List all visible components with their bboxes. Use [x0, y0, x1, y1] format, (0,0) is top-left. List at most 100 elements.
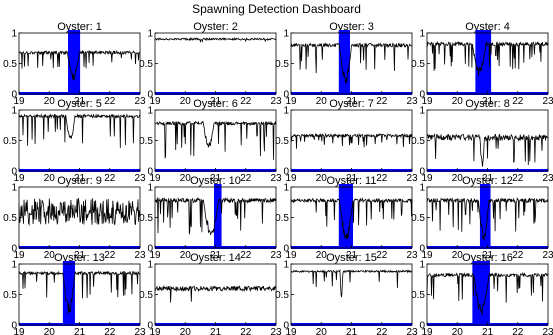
x-tick-label: 21: [346, 96, 358, 107]
series-line: [154, 36, 277, 43]
subplot-title: Oyster: 15: [326, 252, 377, 264]
y-tick-label: 0: [147, 321, 153, 332]
x-tick-label: 20: [180, 173, 192, 184]
x-tick-label: 20: [452, 250, 464, 261]
y-tick-label: 0: [11, 321, 17, 332]
y-tick-label: 0.5: [411, 290, 425, 301]
axes-frame: [154, 263, 277, 326]
x-tick-label: 21: [346, 250, 358, 261]
x-tick-label: 22: [240, 327, 252, 335]
x-tick-label: 22: [512, 173, 524, 184]
y-tick-label: 1: [283, 183, 289, 194]
x-tick-label: 21: [482, 327, 494, 335]
x-tick-label: 22: [376, 96, 388, 107]
x-tick-label: 22: [376, 250, 388, 261]
x-tick-label: 19: [421, 96, 433, 107]
x-tick-label: 20: [44, 173, 56, 184]
series-line: [154, 120, 277, 160]
axes-frame: [154, 109, 277, 172]
y-tick-label: 0.5: [3, 59, 17, 70]
subplot-title: Oyster: 12: [462, 175, 513, 187]
y-tick-label: 0.5: [275, 213, 289, 224]
series-line: [155, 285, 277, 303]
y-tick-label: 1: [419, 29, 425, 40]
y-tick-label: 1: [11, 106, 17, 117]
series-line: [290, 42, 413, 84]
x-tick-label: 19: [149, 173, 161, 184]
y-tick-label: 0: [147, 167, 153, 178]
y-tick-label: 1: [283, 260, 289, 271]
y-tick-label: 0.5: [139, 59, 153, 70]
x-tick-label: 22: [240, 250, 252, 261]
spawning-event-band: [213, 184, 222, 248]
subplot-2: Oyster: 2 0 0.5 1 19 20 21 22 23: [139, 21, 282, 107]
x-tick-label: 21: [74, 96, 86, 107]
subplot-title: Oyster: 7: [329, 98, 374, 110]
series-line: [18, 113, 140, 148]
x-tick-label: 22: [240, 173, 252, 184]
y-tick-label: 1: [147, 260, 153, 271]
x-tick-label: 23: [270, 173, 282, 184]
x-tick-label: 22: [104, 173, 116, 184]
series-line: [290, 132, 413, 149]
series-line: [18, 49, 141, 81]
y-tick-label: 0: [283, 167, 289, 178]
x-tick-label: 20: [452, 173, 464, 184]
y-tick-label: 0.5: [275, 59, 289, 70]
y-tick-label: 0.5: [139, 136, 153, 147]
x-tick-label: 19: [285, 96, 297, 107]
y-tick-label: 1: [147, 183, 153, 194]
y-tick-label: 0.5: [3, 290, 17, 301]
x-tick-label: 20: [452, 96, 464, 107]
y-tick-label: 1: [283, 106, 289, 117]
x-tick-label: 23: [406, 96, 418, 107]
y-tick-label: 1: [11, 260, 17, 271]
y-tick-label: 1: [11, 183, 17, 194]
x-tick-label: 20: [316, 173, 328, 184]
subplot-3: Oyster: 3 0 0.5 1 19 20 21 22 23: [275, 21, 418, 107]
x-tick-label: 23: [134, 173, 146, 184]
x-tick-label: 20: [44, 327, 56, 335]
x-tick-label: 20: [180, 327, 192, 335]
subplot-title: Oyster: 5: [57, 98, 102, 110]
y-tick-label: 0: [147, 244, 153, 255]
subplot-title: Oyster: 14: [190, 252, 241, 264]
y-tick-label: 0: [147, 90, 153, 101]
y-tick-label: 0: [419, 321, 425, 332]
spawning-event-band: [472, 261, 490, 325]
x-tick-label: 23: [542, 250, 553, 261]
y-tick-label: 1: [419, 183, 425, 194]
x-tick-label: 21: [346, 327, 358, 335]
series-line: [426, 271, 549, 315]
x-tick-label: 20: [44, 250, 56, 261]
x-tick-label: 19: [13, 250, 25, 261]
x-tick-label: 22: [376, 327, 388, 335]
x-tick-label: 23: [270, 96, 282, 107]
x-tick-label: 19: [13, 96, 25, 107]
x-tick-label: 19: [149, 250, 161, 261]
spawning-event-band: [338, 30, 350, 94]
y-tick-label: 0.5: [139, 290, 153, 301]
x-tick-label: 21: [210, 250, 222, 261]
x-tick-label: 19: [421, 173, 433, 184]
x-tick-label: 23: [406, 173, 418, 184]
subplot-title: Oyster: 6: [193, 98, 238, 110]
y-tick-label: 1: [419, 106, 425, 117]
x-tick-label: 19: [285, 173, 297, 184]
x-tick-label: 20: [180, 250, 192, 261]
x-tick-label: 20: [452, 327, 464, 335]
x-tick-label: 21: [74, 250, 86, 261]
spawning-event-band: [479, 184, 491, 248]
x-tick-label: 21: [74, 327, 86, 335]
